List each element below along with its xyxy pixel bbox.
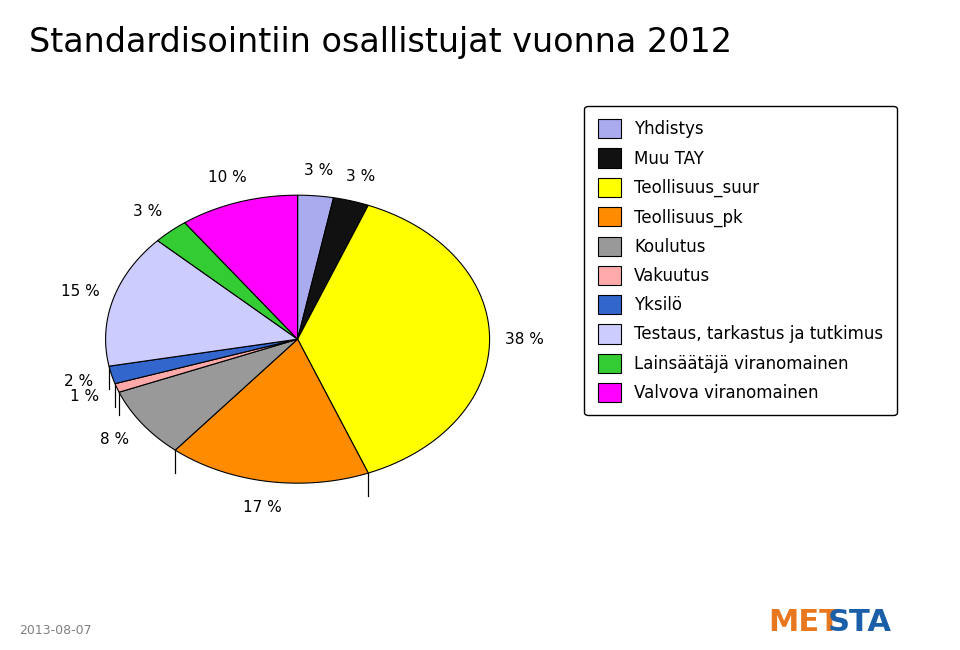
Text: Standardisointiin osallistujat vuonna 2012: Standardisointiin osallistujat vuonna 20… xyxy=(29,26,732,59)
Text: 3 %: 3 % xyxy=(347,168,375,183)
Text: 10 %: 10 % xyxy=(208,170,247,185)
Text: STA: STA xyxy=(828,608,892,637)
Polygon shape xyxy=(157,223,298,339)
Text: 1 %: 1 % xyxy=(70,389,99,404)
Text: 8 %: 8 % xyxy=(100,432,129,447)
Polygon shape xyxy=(298,195,333,339)
Text: 2013-08-07: 2013-08-07 xyxy=(19,624,92,637)
Polygon shape xyxy=(119,339,298,450)
Polygon shape xyxy=(115,339,298,392)
Text: MET: MET xyxy=(768,608,840,637)
Text: 17 %: 17 % xyxy=(243,499,281,515)
Polygon shape xyxy=(176,339,369,483)
Polygon shape xyxy=(106,240,298,366)
Polygon shape xyxy=(298,198,369,339)
Polygon shape xyxy=(298,205,490,473)
Polygon shape xyxy=(184,195,298,339)
Legend: Yhdistys, Muu TAY, Teollisuus_suur, Teollisuus_pk, Koulutus, Vakuutus, Yksilö, T: Yhdistys, Muu TAY, Teollisuus_suur, Teol… xyxy=(585,106,897,415)
Text: 38 %: 38 % xyxy=(505,332,543,346)
Text: 15 %: 15 % xyxy=(60,284,100,299)
Text: 3 %: 3 % xyxy=(133,204,162,219)
Text: 2 %: 2 % xyxy=(63,374,93,389)
Polygon shape xyxy=(109,339,298,384)
Text: 3 %: 3 % xyxy=(304,162,333,177)
